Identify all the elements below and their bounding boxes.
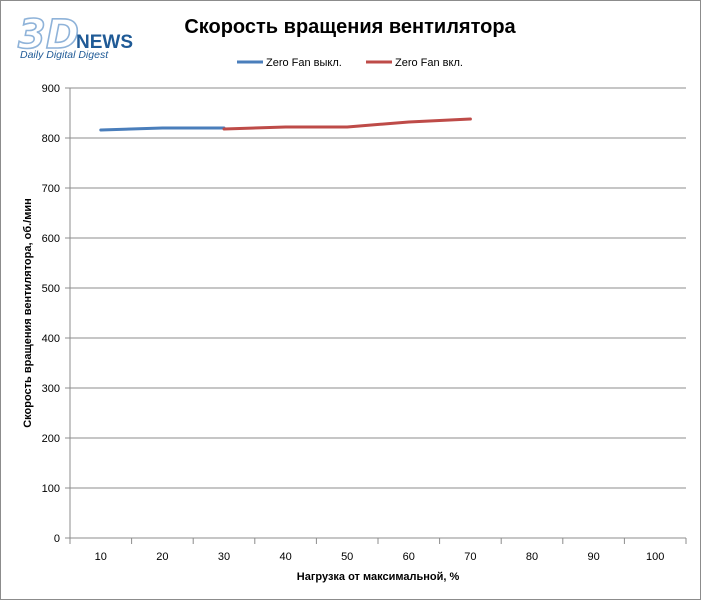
y-tick-label: 0 (54, 533, 60, 545)
legend: Zero Fan выкл. Zero Fan вкл. (237, 57, 463, 69)
x-tick-label: 10 (95, 551, 107, 563)
x-tick-label: 30 (218, 551, 230, 563)
x-tick-labels: 10 20 30 40 50 60 70 80 90 100 (95, 551, 665, 563)
series-line-zero-fan-on (222, 117, 472, 131)
x-tick-label: 20 (156, 551, 168, 563)
logo-tagline: Daily Digital Digest (20, 49, 109, 61)
logo-3dnews: 3D NEWS Daily Digital Digest (17, 11, 133, 61)
x-tick-label: 90 (587, 551, 599, 563)
y-tick-label: 600 (42, 233, 60, 245)
x-tick-label: 100 (646, 551, 664, 563)
logo-mark: 3D (18, 12, 79, 58)
logo-word: NEWS (76, 32, 133, 53)
x-tick-label: 40 (279, 551, 291, 563)
y-tick-label: 900 (42, 83, 60, 95)
y-tick-label: 300 (42, 383, 60, 395)
y-tick-label: 500 (42, 283, 60, 295)
x-axis-label: Нагрузка от максимальной, % (297, 571, 460, 583)
series-line-zero-fan-off (99, 126, 226, 132)
y-tick-label: 100 (42, 483, 60, 495)
legend-label-zero-fan-off: Zero Fan выкл. (266, 57, 342, 69)
series-lines (99, 117, 472, 132)
x-tick-label: 80 (526, 551, 538, 563)
x-tick-label: 60 (403, 551, 415, 563)
x-tick-label: 70 (464, 551, 476, 563)
gridlines (65, 87, 686, 539)
axes (69, 88, 687, 544)
y-axis-label: Скорость вращения вентилятора, об./мин (22, 198, 34, 428)
y-tick-labels: 0 100 200 300 400 500 600 700 800 900 (42, 83, 60, 545)
legend-label-zero-fan-on: Zero Fan вкл. (395, 57, 463, 69)
x-tick-label: 50 (341, 551, 353, 563)
y-tick-label: 700 (42, 183, 60, 195)
chart-title: Скорость вращения вентилятора (184, 16, 516, 38)
y-tick-label: 200 (42, 433, 60, 445)
y-tick-label: 800 (42, 133, 60, 145)
y-tick-label: 400 (42, 333, 60, 345)
